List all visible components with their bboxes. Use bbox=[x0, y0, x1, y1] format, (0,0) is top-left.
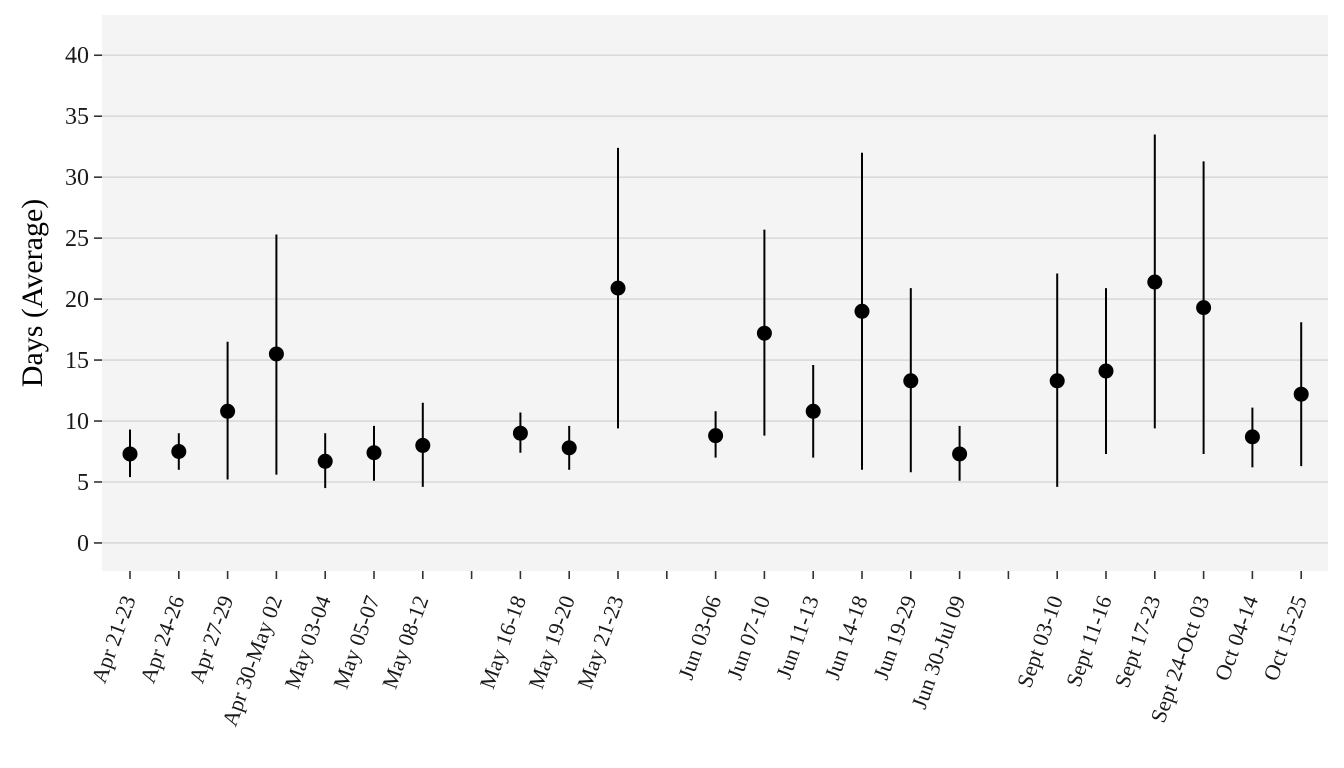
data-point bbox=[1244, 429, 1260, 445]
y-axis: 0 5 10 15 20 25 30 35 40 bbox=[65, 43, 102, 557]
x-tick-label: Jun 07-10 bbox=[722, 592, 775, 683]
data-point bbox=[415, 437, 431, 453]
data-point bbox=[610, 280, 626, 296]
data-point bbox=[1293, 386, 1309, 402]
data-point bbox=[952, 446, 968, 462]
y-tick-label: 15 bbox=[65, 348, 89, 374]
plot-panel bbox=[102, 15, 1328, 571]
x-tick-label: Jun 19-29 bbox=[868, 592, 921, 683]
y-tick-label: 10 bbox=[65, 409, 89, 435]
y-tick-label: 0 bbox=[77, 531, 89, 557]
x-tick-label: Jun 11-13 bbox=[771, 592, 824, 682]
x-tick-label: May 21-23 bbox=[572, 592, 629, 692]
data-point bbox=[268, 346, 284, 362]
x-tick-label: Apr 27-29 bbox=[184, 592, 239, 686]
x-tick-label: Jun 03-06 bbox=[673, 592, 726, 683]
x-tick-label: Sept 17-23 bbox=[1109, 592, 1165, 691]
x-tick-label: Oct 04-14 bbox=[1209, 592, 1263, 684]
data-point bbox=[854, 303, 870, 319]
data-point bbox=[317, 453, 333, 469]
data-point bbox=[122, 446, 138, 462]
y-axis-title: Days (Average) bbox=[16, 199, 49, 388]
y-tick-label: 30 bbox=[65, 165, 89, 191]
data-point bbox=[708, 428, 724, 444]
y-tick-label: 35 bbox=[65, 104, 89, 130]
x-tick-label: May 03-04 bbox=[279, 592, 336, 692]
data-point bbox=[1098, 363, 1114, 379]
x-tick-label: Apr 24-26 bbox=[135, 592, 190, 686]
x-tick-label: May 08-12 bbox=[377, 592, 434, 692]
data-points bbox=[122, 274, 1309, 469]
x-tick-label: May 19-20 bbox=[523, 592, 580, 692]
data-point bbox=[220, 403, 236, 419]
data-point bbox=[1147, 274, 1163, 290]
x-tick-label: Apr 21-23 bbox=[86, 592, 141, 686]
x-tick-label: Oct 15-25 bbox=[1258, 592, 1312, 684]
y-tick-label: 25 bbox=[65, 226, 89, 252]
data-point bbox=[1196, 300, 1212, 316]
data-point bbox=[1049, 373, 1065, 389]
data-point bbox=[512, 425, 528, 441]
data-point bbox=[756, 325, 772, 341]
x-tick-label: May 05-07 bbox=[328, 592, 385, 692]
data-point bbox=[561, 440, 577, 456]
y-tick-label: 40 bbox=[65, 43, 89, 69]
y-tick-label: 5 bbox=[77, 470, 89, 496]
data-point bbox=[805, 403, 821, 419]
y-tick-label: 20 bbox=[65, 287, 89, 313]
data-point bbox=[171, 444, 187, 460]
x-tick-label: May 16-18 bbox=[474, 592, 531, 692]
grid-lines bbox=[102, 54, 1328, 544]
x-tick-label: Sept 11-16 bbox=[1061, 592, 1117, 690]
x-tick-label: Jun 14-18 bbox=[819, 592, 872, 683]
data-point bbox=[903, 373, 919, 389]
x-tick-label: Sept 03-10 bbox=[1012, 592, 1068, 691]
data-point bbox=[366, 445, 382, 461]
